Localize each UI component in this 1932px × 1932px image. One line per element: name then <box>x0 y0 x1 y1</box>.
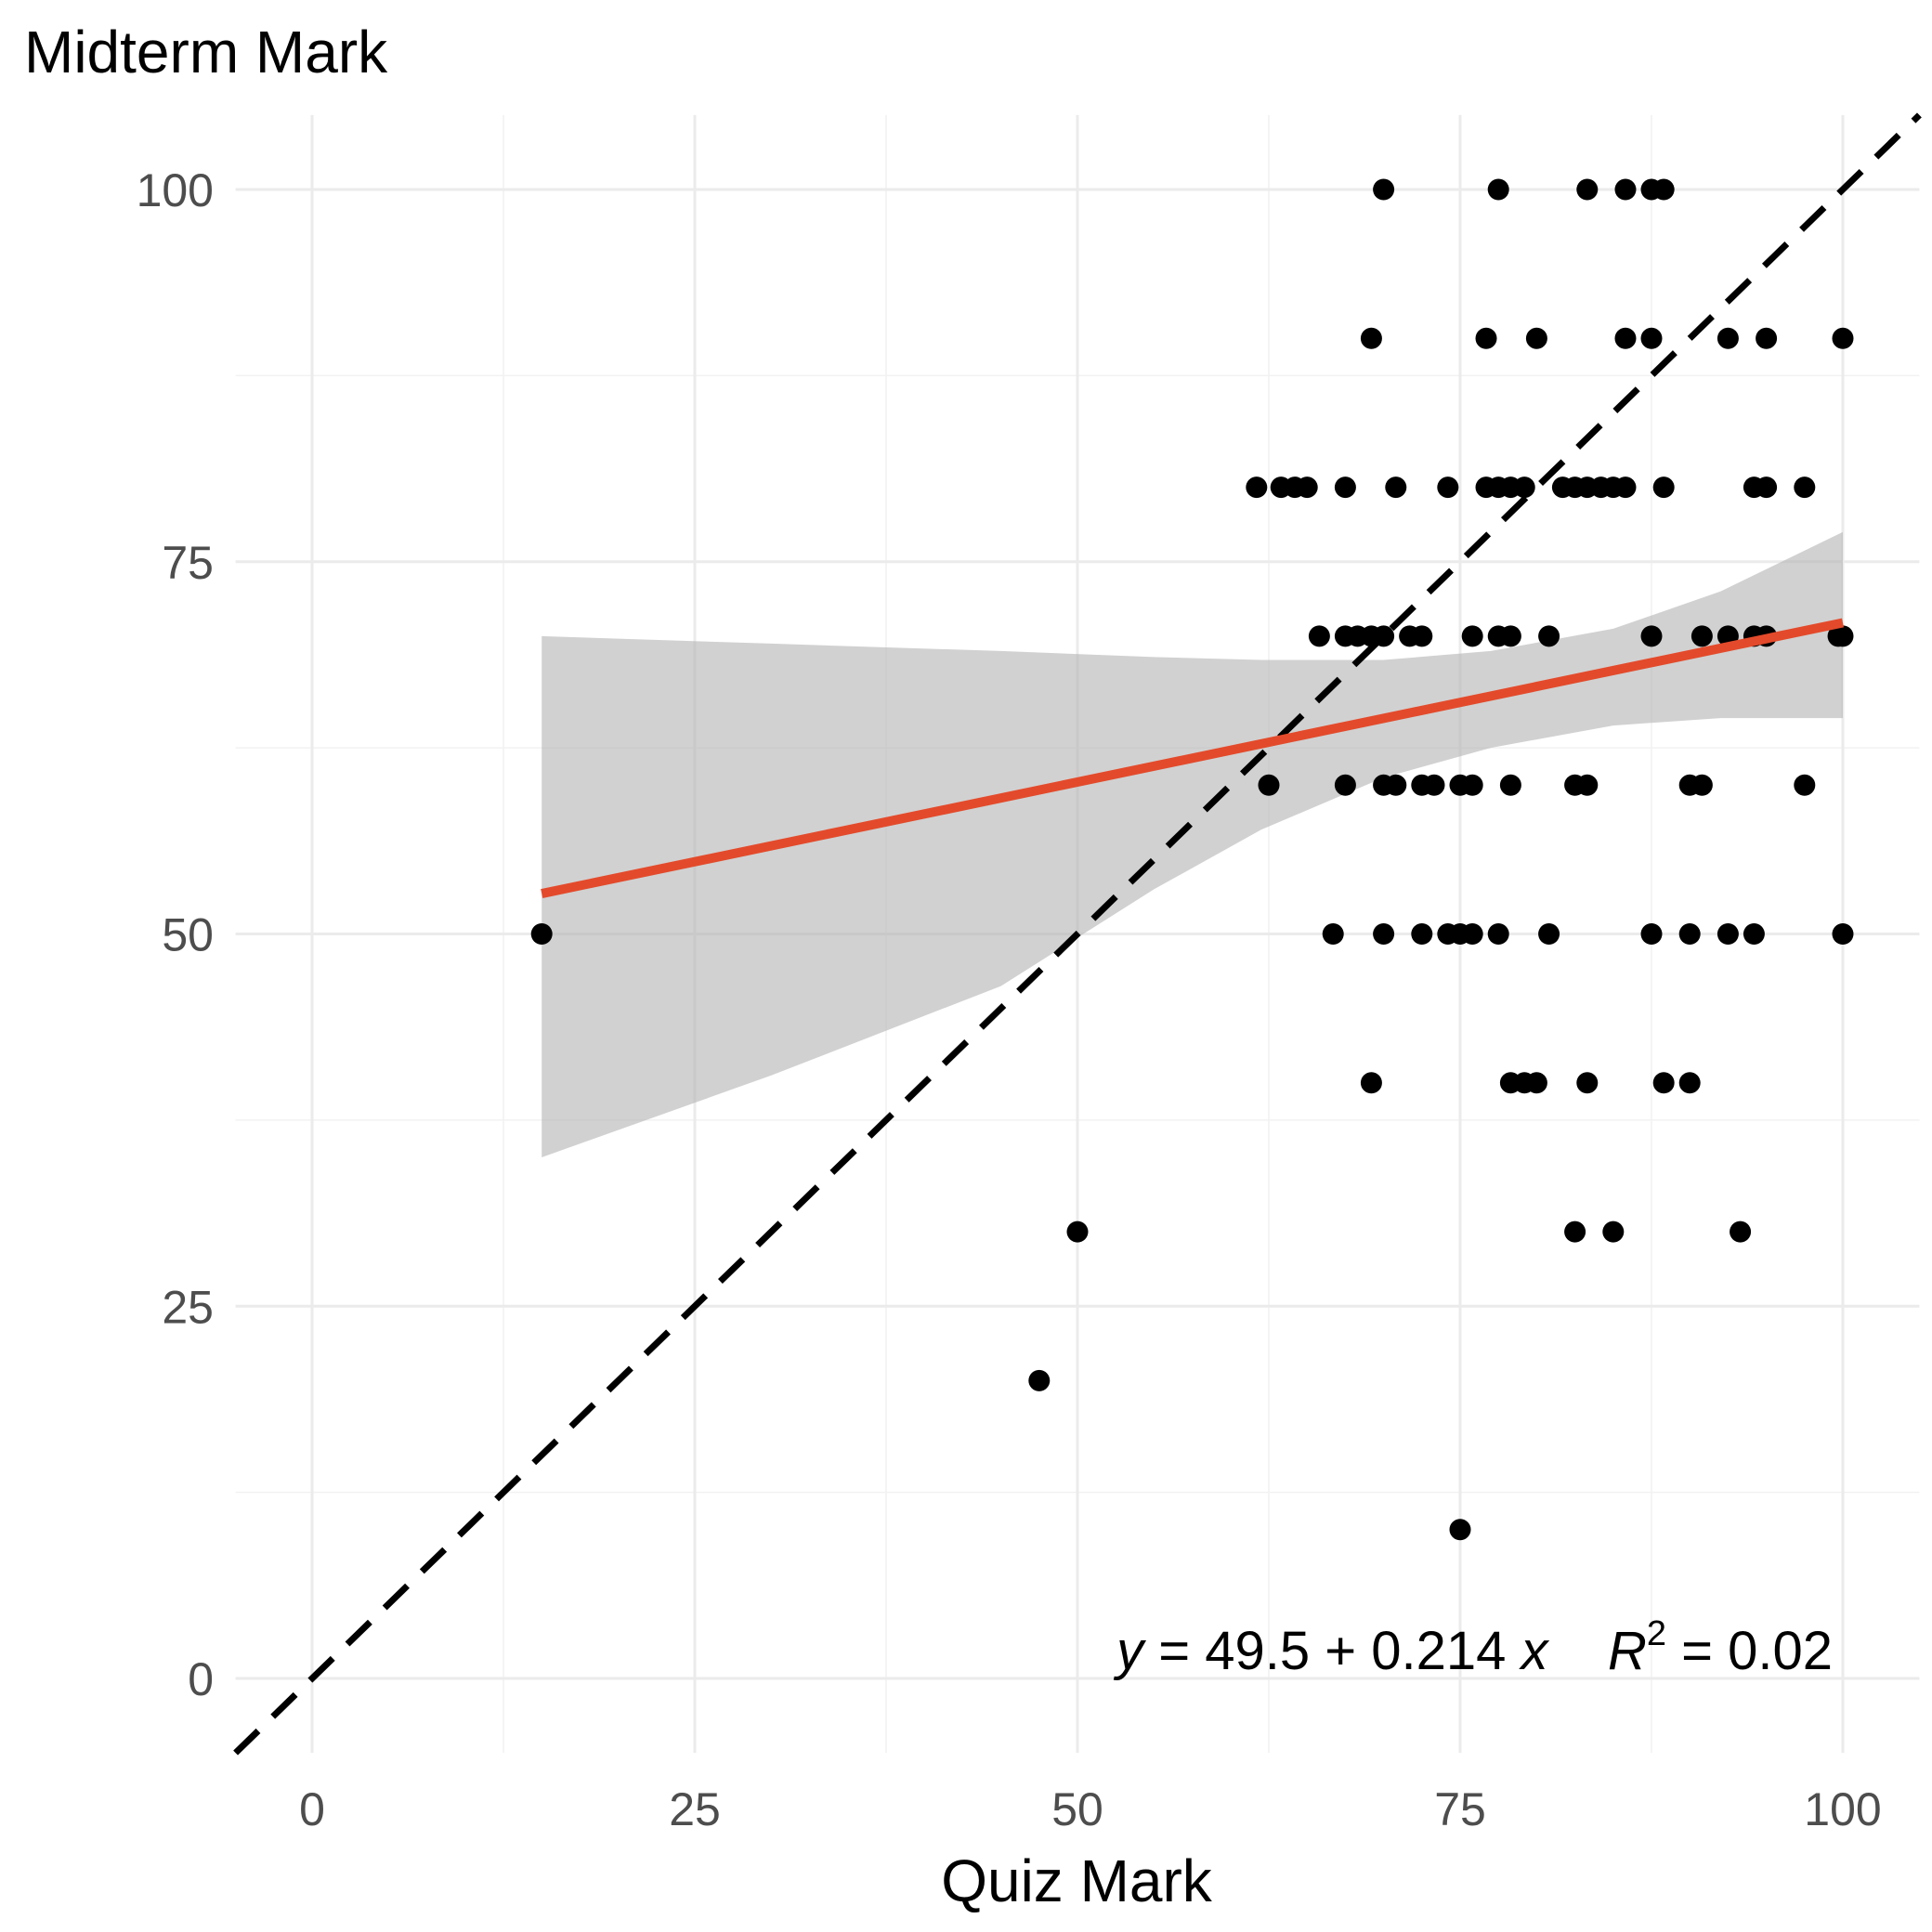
data-point-92 <box>1730 1221 1752 1243</box>
data-point-90 <box>1564 1221 1586 1243</box>
data-point-57 <box>1334 774 1356 796</box>
data-point-15 <box>1756 327 1778 349</box>
data-point-82 <box>1832 923 1854 945</box>
data-point-78 <box>1640 923 1663 945</box>
data-point-76 <box>1487 923 1509 945</box>
data-point-91 <box>1602 1221 1625 1243</box>
data-point-66 <box>1576 774 1599 796</box>
data-point-89 <box>1678 1072 1701 1094</box>
x-tick-label-75: 75 <box>1434 1783 1486 1835</box>
data-point-8 <box>1652 178 1675 201</box>
equation-y-var: y <box>1113 1621 1146 1681</box>
data-point-27 <box>1513 476 1535 499</box>
x-tick-label-100: 100 <box>1804 1783 1881 1835</box>
data-point-42 <box>1373 625 1395 647</box>
y-tick-label-50: 50 <box>162 909 214 961</box>
data-point-61 <box>1423 774 1445 796</box>
data-point-38 <box>1308 625 1330 647</box>
data-point-56 <box>1258 774 1280 796</box>
data-point-9 <box>1360 327 1382 349</box>
data-point-17 <box>1246 476 1268 499</box>
r-squared-value: = 0.02 <box>1666 1621 1833 1681</box>
regression-equation: y = 49.5 + 0.214 x R2 = 0.02 <box>1113 1614 1833 1681</box>
data-point-83 <box>1360 1072 1382 1094</box>
x-tick-label-50: 50 <box>1051 1783 1103 1835</box>
data-point-86 <box>1525 1072 1547 1094</box>
data-point-13 <box>1640 327 1663 349</box>
data-point-81 <box>1743 923 1765 945</box>
data-point-33 <box>1614 476 1637 499</box>
data-point-87 <box>1576 1072 1599 1094</box>
data-point-88 <box>1652 1072 1675 1094</box>
y-tick-labels: 0 25 50 75 100 <box>137 164 214 1705</box>
y-tick-label-0: 0 <box>188 1653 214 1705</box>
r-squared-var: R <box>1608 1621 1647 1681</box>
data-point-34 <box>1652 476 1675 499</box>
equation-x-var: x <box>1519 1621 1550 1681</box>
data-point-14 <box>1717 327 1739 349</box>
data-point-2 <box>1066 1221 1089 1243</box>
data-point-6 <box>1614 178 1637 201</box>
data-point-4 <box>1487 178 1509 201</box>
y-axis-title: Midterm Mark <box>24 19 388 85</box>
y-tick-label-25: 25 <box>162 1281 214 1333</box>
data-point-48 <box>1538 625 1560 647</box>
identity-line <box>233 112 1922 1756</box>
data-point-50 <box>1690 625 1713 647</box>
data-point-0 <box>530 923 553 945</box>
r-squared-exponent: 2 <box>1647 1614 1666 1653</box>
data-point-71 <box>1373 923 1395 945</box>
x-tick-label-0: 0 <box>299 1783 325 1835</box>
data-point-23 <box>1437 476 1459 499</box>
data-point-21 <box>1334 476 1356 499</box>
x-axis-title: Quiz Mark <box>941 1847 1213 1914</box>
equation-gap <box>1548 1621 1608 1681</box>
data-point-1 <box>1028 1369 1051 1391</box>
data-point-11 <box>1525 327 1547 349</box>
data-point-5 <box>1576 178 1599 201</box>
x-tick-labels: 0 25 50 75 100 <box>299 1783 1882 1835</box>
regression-line <box>541 618 1845 898</box>
data-point-10 <box>1475 327 1497 349</box>
equation-body: = 49.5 + 0.214 <box>1143 1621 1521 1681</box>
data-point-12 <box>1614 327 1637 349</box>
data-point-44 <box>1411 625 1433 647</box>
data-point-16 <box>1832 327 1854 349</box>
data-point-80 <box>1717 923 1739 945</box>
y-tick-label-75: 75 <box>162 537 214 589</box>
data-point-22 <box>1385 476 1407 499</box>
data-point-69 <box>1794 774 1816 796</box>
data-point-36 <box>1756 476 1778 499</box>
data-point-3 <box>1373 178 1395 201</box>
data-point-75 <box>1461 923 1483 945</box>
data-point-68 <box>1690 774 1713 796</box>
data-point-93 <box>1449 1519 1471 1541</box>
data-point-47 <box>1499 625 1521 647</box>
y-tick-label-100: 100 <box>137 164 214 216</box>
x-tick-label-25: 25 <box>669 1783 721 1835</box>
data-point-79 <box>1678 923 1701 945</box>
data-point-49 <box>1640 625 1663 647</box>
data-point-63 <box>1461 774 1483 796</box>
data-point-70 <box>1322 923 1344 945</box>
data-point-72 <box>1411 923 1433 945</box>
data-point-45 <box>1461 625 1483 647</box>
data-point-64 <box>1499 774 1521 796</box>
data-point-20 <box>1296 476 1318 499</box>
data-points <box>530 178 1854 1541</box>
confidence-band <box>542 531 1844 1157</box>
data-point-37 <box>1794 476 1816 499</box>
data-point-77 <box>1538 923 1560 945</box>
data-point-55 <box>1832 625 1854 647</box>
data-point-59 <box>1385 774 1407 796</box>
